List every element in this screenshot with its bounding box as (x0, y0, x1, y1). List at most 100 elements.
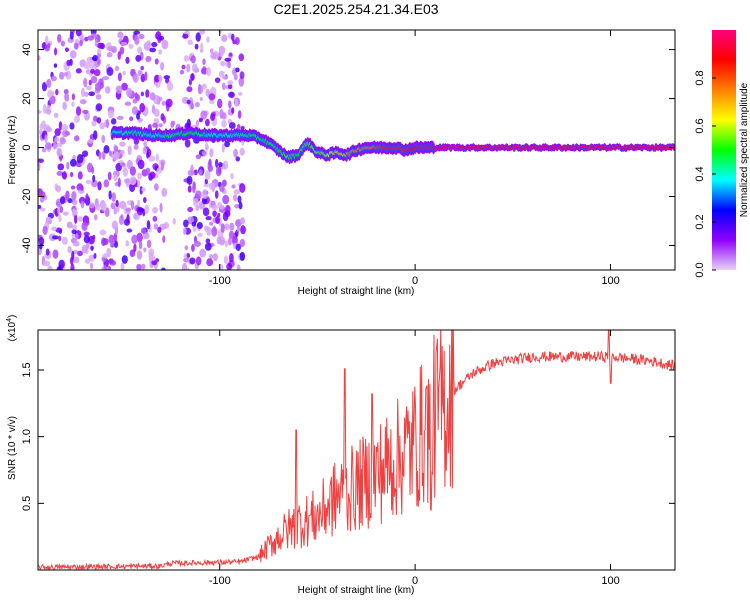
spectrogram-noise-cell (41, 147, 47, 153)
spectrogram-noise-cell (38, 161, 41, 171)
spectrogram-noise-cell (231, 184, 236, 189)
snr-scale-label: (x104) (6, 315, 18, 342)
spectrogram-noise-cell (137, 199, 141, 207)
spectrogram-noise-cell (214, 77, 221, 83)
spectrogram-noise-cell (228, 91, 235, 98)
spectrogram-noise-cell (223, 255, 229, 265)
spectrogram-noise-cell (131, 234, 138, 245)
spectrogram-noise-cell (90, 75, 98, 84)
spectrogram-noise-cell (69, 122, 75, 130)
spectrogram-frame (37, 29, 676, 271)
spectrogram-noise-cell (107, 109, 115, 119)
spectrogram-noise-cell (61, 236, 68, 245)
spectrogram-noise-cell (133, 243, 137, 253)
snr-background (38, 330, 675, 570)
spectrogram-noise-cell (129, 249, 136, 257)
spectrogram-noise-cell (83, 91, 89, 97)
spectrogram-noise-cell (142, 232, 150, 240)
spectrogram-noise-cell (101, 150, 106, 161)
spectrogram-noise-cell (205, 144, 209, 151)
spectrogram-noise-cell (158, 123, 163, 128)
spectrogram-noise-cell (239, 238, 246, 248)
spectrogram-noise-cell (80, 87, 85, 98)
spectrogram-noise-cell (93, 115, 98, 123)
spectrogram-noise-cell (240, 225, 246, 235)
spectrogram-noise-cell (234, 36, 240, 45)
spectrogram-noise-cell (191, 221, 197, 227)
spectrogram-noise-cell (139, 102, 146, 113)
spectrogram-noise-cell (217, 98, 223, 109)
spectrogram-noise-cell (156, 167, 163, 174)
spectrogram-noise-cell (73, 42, 79, 50)
spectrogram-noise-cell (186, 99, 191, 105)
spectrogram-noise-cell (129, 116, 134, 122)
spectrogram-noise-cell (114, 65, 120, 72)
spectrogram-noise-cell (113, 207, 117, 215)
spectrogram-noise-cell (93, 69, 101, 77)
spectrogram-noise-cell (183, 55, 190, 62)
spectrogram-noise-cell (227, 237, 232, 246)
spectrogram-noise-cell (195, 32, 201, 42)
y-tick-label: 0 (21, 144, 33, 150)
spectrogram-noise-cell (239, 183, 246, 193)
spectrogram-noise-cell (155, 153, 159, 162)
spectrogram-noise-cell (149, 92, 156, 101)
spectrogram-ridge (110, 125, 675, 165)
spectrogram-noise-cell (201, 150, 207, 157)
spectrogram-noise-cell (206, 36, 210, 44)
spectrogram-noise-cell (111, 220, 118, 230)
spectrogram-noise-cell (116, 115, 124, 120)
spectrogram-noise-cell (125, 87, 133, 98)
spectrogram-noise-cell (206, 226, 212, 236)
spectrogram-noise-cell (79, 39, 83, 47)
colorbar-tick-label: 0.4 (694, 166, 706, 181)
spectrogram-noise-cell (45, 108, 52, 115)
spectrogram-noise-cell (119, 46, 125, 55)
spectrogram-noise-cell (202, 207, 210, 217)
spectrogram-noise-cell (205, 216, 212, 221)
spectrogram-panel: -100 0 100 -40 -20 0 20 40 Height of straight … (7, 29, 676, 297)
spectrogram-noise-cell (77, 171, 83, 180)
spectrogram-noise-cell (151, 255, 156, 262)
spectrogram-noise-cell (93, 214, 98, 221)
spectrogram-noise-cell (109, 260, 117, 266)
spectrogram-noise-cell (189, 257, 196, 265)
spectrogram-noise-cell (50, 75, 57, 82)
spectrogram-noise-cell (119, 141, 126, 147)
spectrogram-noise-cell (202, 83, 207, 90)
spectrogram-noise-cell (166, 81, 174, 91)
spectrogram-noise-cell (85, 179, 92, 185)
spectrogram-noise-cell (104, 86, 111, 94)
spectrogram-noise-cell (218, 161, 223, 168)
spectrogram-noise-cell (207, 164, 214, 173)
spectrogram-noise-cell (81, 221, 88, 231)
spectrogram-noise-cell (142, 146, 147, 155)
spectrogram-noise-cell (66, 59, 71, 67)
spectrogram-noise-cell (54, 136, 60, 143)
spectrogram-noise-cell (186, 175, 193, 185)
spectrogram-noise-cell (138, 239, 143, 250)
spectrogram-noise-cell (179, 69, 185, 75)
spectrogram-noise-cell (115, 199, 119, 207)
spectrogram-noise-cell (137, 159, 145, 170)
spectrogram-noise-cell (70, 171, 74, 178)
spectrogram-noise-cell (221, 143, 225, 153)
spectrogram-noise-cell (57, 163, 65, 171)
y-tick-label: 20 (21, 92, 33, 104)
spectrogram-noise-cell (193, 169, 198, 176)
spectrogram-noise-cell (75, 68, 82, 74)
spectrogram-noise-cell (159, 35, 165, 41)
spectrogram-noise-cell (239, 217, 246, 225)
spectrogram-noise-cell (124, 101, 132, 106)
spectrogram-noise-cell (122, 70, 126, 76)
spectrogram-noise-cell (198, 117, 203, 123)
spectrogram-noise-cell (71, 229, 77, 235)
colorbar-tick-label: 0.0 (694, 262, 706, 277)
spectrogram-noise-cell (100, 201, 107, 212)
spectrogram-noise-cell (152, 207, 159, 214)
spectrogram-noise-cell (80, 185, 84, 191)
colorbar-label: Normalized spectral amplitude (739, 82, 750, 217)
spectrogram-noise-cell (98, 151, 102, 160)
spectrogram-noise-cell (152, 122, 158, 128)
spectrogram-noise-cell (94, 82, 102, 92)
